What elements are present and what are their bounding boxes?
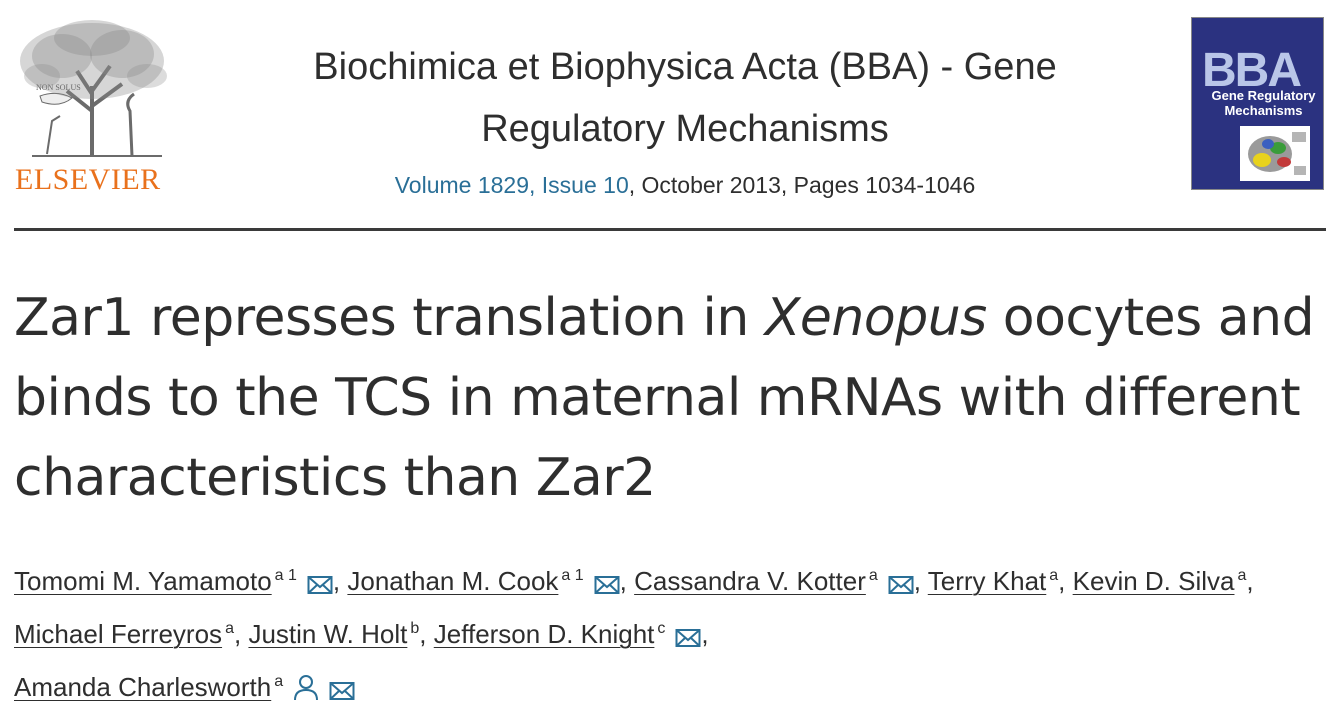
author: Tomomi M. Yamamoto a 1, <box>14 566 340 596</box>
article-title: Zar1 represses translation in Xenopus oo… <box>14 278 1324 518</box>
author-name[interactable]: Michael Ferreyros <box>14 619 223 649</box>
author: Kevin D. Silva a, <box>1073 566 1254 596</box>
author-name[interactable]: Terry Khat <box>927 566 1047 596</box>
affiliation-marker[interactable]: a 1 <box>561 567 584 584</box>
envelope-icon[interactable] <box>675 628 701 648</box>
author: Michael Ferreyros a, <box>14 619 241 649</box>
separator: , <box>1246 566 1254 596</box>
author: Terry Khat a, <box>928 566 1066 596</box>
envelope-icon[interactable] <box>888 575 914 595</box>
separator: , <box>1058 566 1066 596</box>
separator: , <box>913 566 921 596</box>
author-list: Tomomi M. Yamamoto a 1, Jonathan M. Cook a… <box>14 552 1324 711</box>
affiliation-marker[interactable]: a <box>1237 567 1247 584</box>
author: Justin W. Holt b, <box>248 619 426 649</box>
author: Jonathan M. Cook a 1, <box>347 566 627 596</box>
title-italic: Xenopus <box>764 288 987 348</box>
affiliation-marker[interactable]: a <box>868 567 878 584</box>
title-part2: oocytes and binds to the TCS in maternal… <box>14 288 1315 508</box>
svg-text:NON SOLUS: NON SOLUS <box>36 83 81 92</box>
header-divider <box>14 228 1326 231</box>
affiliation-marker[interactable]: a <box>274 673 284 690</box>
envelope-icon[interactable] <box>594 575 620 595</box>
affiliation-marker[interactable]: a 1 <box>274 567 297 584</box>
author: Cassandra V. Kotter a, <box>634 566 921 596</box>
affiliation-marker[interactable]: c <box>657 620 666 637</box>
journal-cover-image[interactable]: BBA Gene Regulatory Mechanisms <box>1191 17 1324 190</box>
affiliation-marker[interactable]: b <box>410 620 420 637</box>
author-name[interactable]: Amanda Charlesworth <box>14 672 272 702</box>
person-icon[interactable] <box>293 673 319 701</box>
cover-mark: BBA <box>1202 44 1302 97</box>
title-part1: Zar1 represses translation in <box>14 288 765 348</box>
envelope-icon[interactable] <box>329 681 355 701</box>
journal-title-line2: Regulatory Mechanisms <box>481 108 889 150</box>
publisher-name: ELSEVIER <box>15 163 161 196</box>
separator: , <box>233 619 242 649</box>
affiliation-marker[interactable]: a <box>225 620 234 637</box>
author-name[interactable]: Tomomi M. Yamamoto <box>14 566 272 596</box>
issue-info: Volume 1829, Issue 10, October 2013, Pag… <box>230 168 1140 202</box>
elsevier-logo[interactable]: NON SOLUS <box>12 16 174 194</box>
separator: , <box>419 619 427 649</box>
author-name[interactable]: Jefferson D. Knight <box>433 619 655 649</box>
journal-header: Biochimica et Biophysica Acta (BBA) - Ge… <box>230 36 1140 202</box>
separator: , <box>332 566 341 596</box>
volume-issue-link[interactable]: Volume 1829, Issue 10 <box>394 172 629 198</box>
author-name[interactable]: Cassandra V. Kotter <box>634 566 866 596</box>
author: Jefferson D. Knight c, <box>434 619 709 649</box>
cover-subtitle: Gene Regulatory Mechanisms <box>1211 88 1316 118</box>
author-name[interactable]: Kevin D. Silva <box>1072 566 1235 596</box>
separator: , <box>619 566 627 596</box>
cover-art-icon <box>1240 126 1310 181</box>
journal-title[interactable]: Biochimica et Biophysica Acta (BBA) - Ge… <box>230 36 1140 160</box>
separator: , <box>701 619 709 649</box>
author-name[interactable]: Justin W. Holt <box>248 619 408 649</box>
tree-icon: NON SOLUS <box>20 20 167 157</box>
journal-title-line1: Biochimica et Biophysica Acta (BBA) - Ge… <box>313 46 1057 88</box>
envelope-icon[interactable] <box>307 575 333 595</box>
date-pages: , October 2013, Pages 1034-1046 <box>628 172 976 198</box>
author: Amanda Charlesworth a <box>14 672 355 702</box>
author-name[interactable]: Jonathan M. Cook <box>347 566 559 596</box>
affiliation-marker[interactable]: a <box>1049 567 1059 584</box>
